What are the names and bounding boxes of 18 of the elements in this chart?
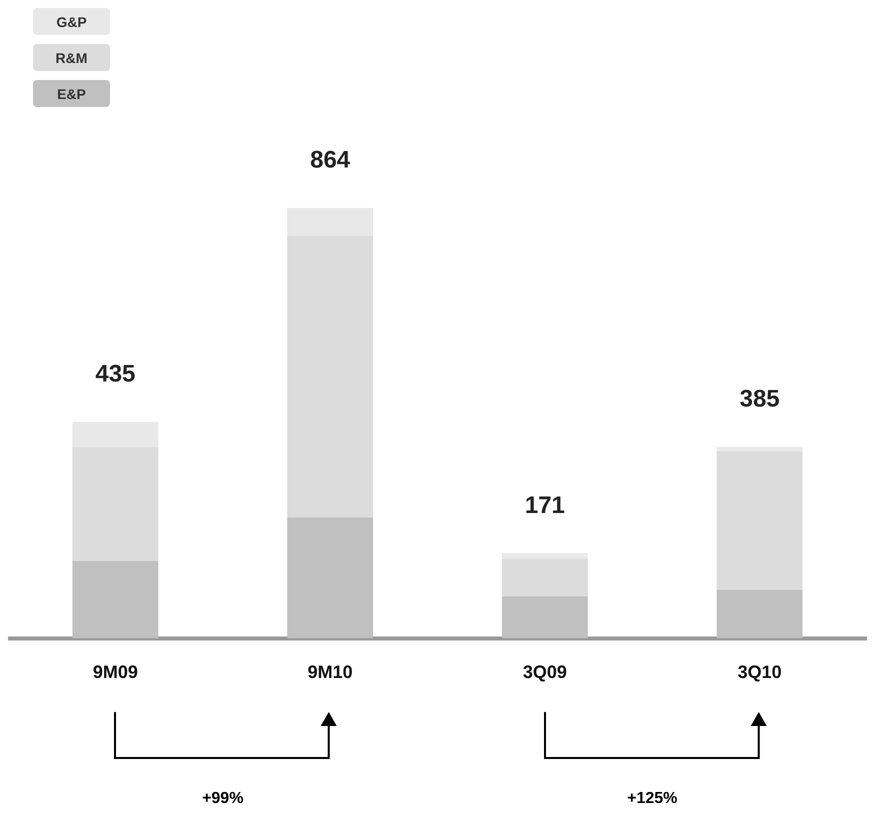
annotation: 171 bbox=[524, 492, 565, 519]
bar bbox=[72, 560, 158, 638]
x-tick-label: 3Q10 bbox=[738, 662, 782, 682]
text: E&P bbox=[33, 80, 110, 107]
text: +99% bbox=[201, 790, 244, 808]
text: +125% bbox=[626, 790, 678, 808]
annotation: 385 bbox=[740, 385, 780, 412]
text: G&P bbox=[33, 8, 110, 35]
text: R&M bbox=[33, 44, 110, 71]
x-tick-label: 3Q09 bbox=[522, 662, 567, 682]
annotation: 864 bbox=[310, 146, 351, 174]
annotation: 435 bbox=[95, 360, 136, 388]
bar bbox=[287, 517, 374, 638]
bar bbox=[716, 451, 803, 590]
x-tick-label: 9M09 bbox=[92, 662, 138, 682]
bar bbox=[502, 596, 588, 638]
bar bbox=[716, 590, 803, 638]
x-tick-label: 9M10 bbox=[308, 662, 353, 682]
